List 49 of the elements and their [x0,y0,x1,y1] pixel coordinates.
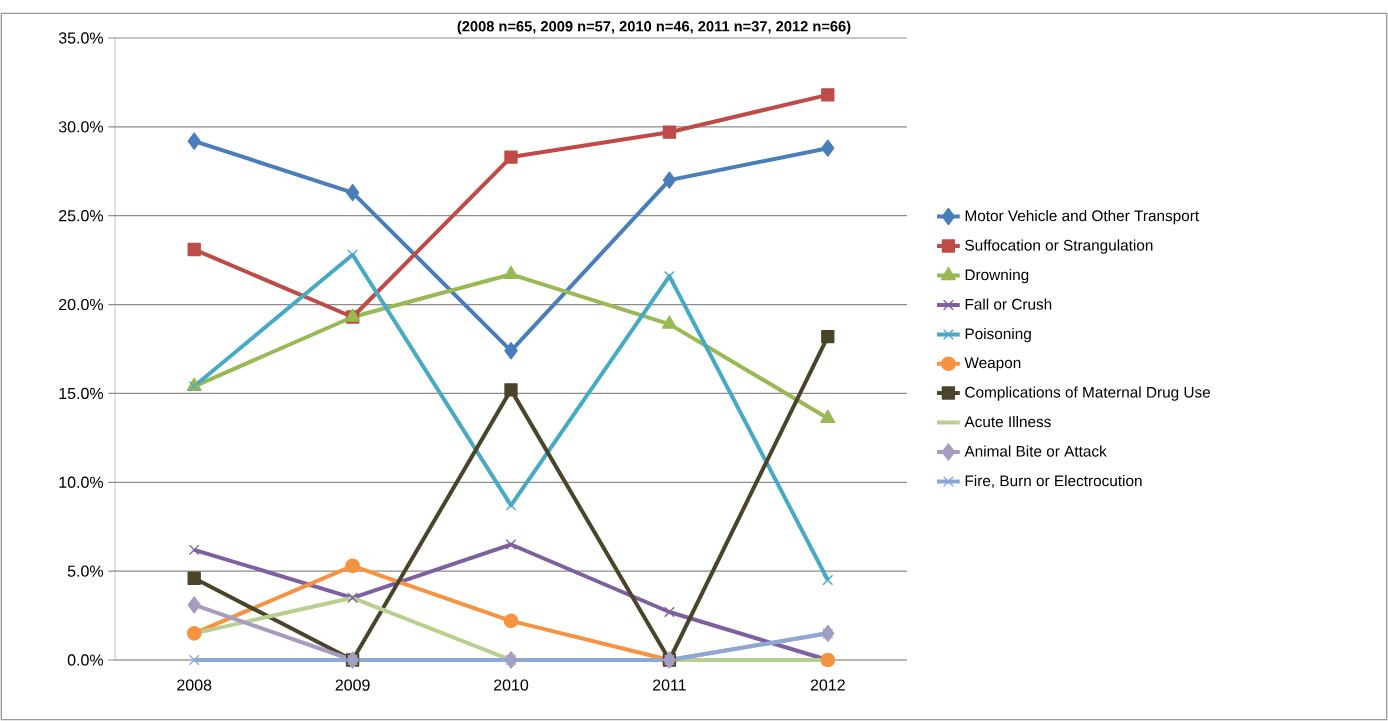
legend-label: Motor Vehicle and Other Transport [965,209,1199,225]
point [504,383,518,397]
point [188,544,200,556]
x-tick-label: 2012 [810,679,845,691]
point [664,606,675,618]
point [187,596,201,614]
point [186,626,202,641]
y-tick-label: 0.0% [67,654,104,666]
point [822,574,834,586]
x-tick-label: 2011 [653,679,686,691]
y-tick-label: 30.0% [58,121,104,133]
y-tick-label: 15.0% [59,387,104,400]
y-tick-label: 20.0% [59,298,104,311]
point [821,329,835,344]
y-tick-label: 25.0% [59,210,104,222]
legend-label: Drowning [965,268,1029,284]
point [661,315,677,329]
point [662,171,677,189]
point [664,270,675,282]
point [503,613,519,629]
legend-label: Animal Bite or Attack [964,445,1107,457]
point [504,342,518,360]
point [187,132,201,150]
point [345,558,360,574]
point [821,139,835,157]
x-tick-label: 2008 [177,679,212,691]
point [504,150,518,164]
point [662,125,677,139]
point [345,183,360,202]
y-tick-label: 5.0% [67,565,104,577]
legend-label: Fall or Crush [965,298,1052,310]
point [505,539,517,550]
y-tick-label: 10.0% [59,476,104,488]
y-tick-label: 35.0% [58,32,104,44]
point [347,592,358,604]
legend-label: Complications of Maternal Drug Use [965,386,1211,401]
x-tick-label: 2010 [494,679,529,691]
point [503,265,519,280]
point [187,571,201,585]
chart-title: (2008 n=65, 2009 n=57, 2010 n=46, 2011 n=37, 2012 n=66) [457,20,851,35]
legend-label: Suffocation or Strangulation [965,239,1153,254]
legend-label: Acute Illness [964,415,1051,428]
x-tick-label: 2009 [335,679,370,691]
legend-label: Fire, Burn or Electrocution [965,474,1142,489]
legend-label: Weapon [964,357,1021,372]
point [188,654,200,666]
point [187,242,201,257]
point [821,88,835,102]
legend-label: Poisoning [965,327,1031,343]
